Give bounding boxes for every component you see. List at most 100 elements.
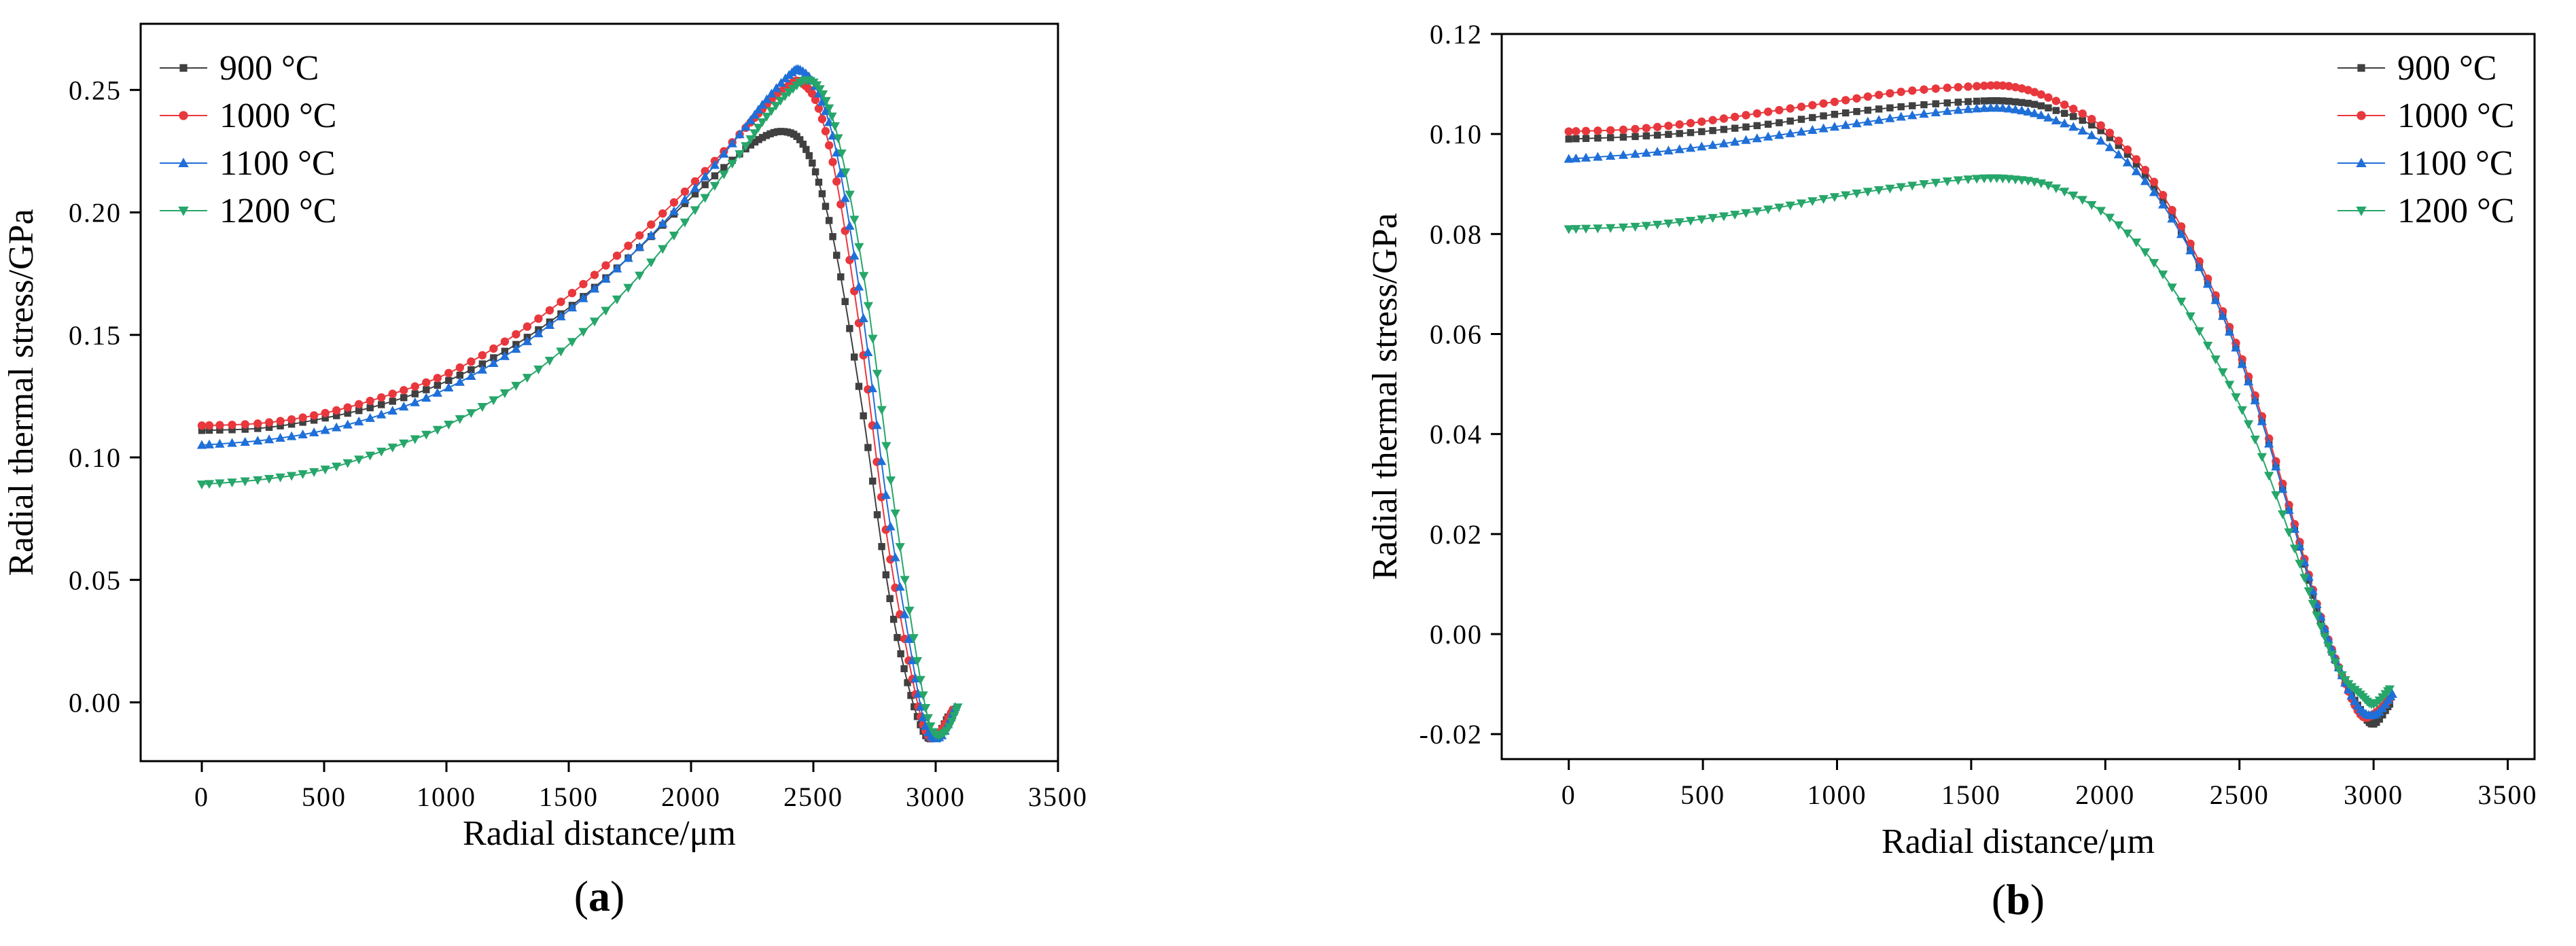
data-point-a-4-26: [477, 403, 487, 413]
x-tick-label-b-8: 3500: [2478, 779, 2538, 810]
data-point-a-1-80: [846, 325, 853, 332]
data-point-b-4-22: [1796, 199, 1807, 209]
data-point-a-2-14: [343, 403, 352, 412]
data-point-b-2-30: [1886, 89, 1894, 98]
data-point-a-1-6: [254, 425, 262, 432]
data-point-b-2-36: [1954, 83, 1962, 92]
series-line-b-3: [1568, 107, 2393, 716]
data-point-b-1-85: [2313, 606, 2321, 613]
data-point-b-1-51: [2061, 109, 2068, 117]
y-axis-label-a: Radial thermal stress/GPa: [2, 209, 41, 576]
data-point-b-1-32: [1909, 102, 1916, 109]
data-point-b-1-34: [1932, 100, 1939, 107]
data-point-a-2-22: [433, 374, 442, 383]
data-point-a-3-10: [298, 430, 308, 439]
data-point-a-3-56: [762, 94, 772, 103]
data-point-b-3-32: [1907, 110, 1918, 120]
data-point-b-3-18: [1752, 133, 1762, 143]
data-point-a-1-81: [850, 353, 858, 361]
data-point-b-1-29: [1875, 105, 1883, 113]
data-point-b-3-52: [2068, 122, 2079, 131]
data-point-a-4-58: [771, 101, 781, 111]
data-point-b-4-54: [2087, 200, 2097, 210]
data-point-b-2-56: [2105, 128, 2115, 137]
data-point-a-4-55: [757, 118, 767, 128]
data-point-b-3-17: [1741, 135, 1751, 144]
data-point-a-1-56: [762, 132, 771, 139]
data-point-a-3-93: [904, 633, 914, 643]
data-point-b-1-14: [1709, 126, 1716, 135]
data-point-a-4-8: [275, 473, 285, 483]
data-point-b-1-33: [1920, 101, 1928, 109]
data-point-b-2-59: [2132, 155, 2141, 164]
data-point-a-2-6: [253, 419, 262, 428]
data-point-b-2-48: [2036, 90, 2046, 99]
data-point-b-2-2: [1572, 127, 1581, 136]
data-point-a-1-24: [456, 371, 464, 379]
data-point-a-3-32: [544, 320, 555, 330]
y-tick-label-a-5: 0.20: [69, 198, 122, 228]
data-point-a-2-43: [669, 198, 679, 207]
data-point-b-1-5: [1606, 134, 1615, 141]
data-point-a-3-90: [890, 552, 900, 561]
data-point-b-2-3: [1581, 126, 1591, 135]
data-point-b-3-2: [1571, 153, 1581, 162]
y-tick-label-a-4: 0.15: [69, 320, 122, 351]
data-point-a-1-8: [277, 422, 284, 430]
legend-marker-b-4: [2356, 207, 2367, 217]
data-point-a-1-18: [389, 398, 396, 405]
data-point-a-3-55: [757, 99, 767, 109]
data-point-a-2-29: [512, 330, 521, 339]
data-point-a-4-98: [923, 714, 933, 723]
data-point-b-3-63: [2167, 213, 2177, 223]
panel-label-b: (b): [1992, 875, 2045, 924]
data-point-a-3-5: [240, 436, 250, 446]
data-point-b-1-54: [2088, 121, 2096, 129]
data-point-a-2-73: [817, 115, 827, 124]
data-point-a-1-92: [897, 650, 904, 658]
data-point-a-3-7: [264, 434, 275, 444]
data-point-b-3-42: [1998, 103, 2008, 112]
data-point-b-1-3: [1582, 135, 1590, 142]
data-point-a-4-81: [854, 243, 864, 252]
data-point-b-3-19: [1763, 131, 1774, 141]
data-point-b-1-38: [1973, 97, 1981, 105]
data-point-b-3-56: [2104, 142, 2115, 152]
data-point-b-2-10: [1664, 121, 1673, 130]
data-point-a-4-72: [821, 97, 831, 106]
data-point-b-1-58: [2123, 150, 2132, 158]
data-point-b-4-14: [1708, 213, 1718, 223]
data-point-a-2-72: [814, 104, 824, 113]
data-point-b-4-6: [1618, 223, 1629, 232]
data-point-b-2-19: [1763, 107, 1773, 116]
data-point-a-1-20: [411, 390, 419, 398]
data-point-b-2-47: [2030, 88, 2039, 97]
data-point-b-4-31: [1896, 183, 1906, 192]
data-point-b-4-56: [2104, 213, 2115, 223]
data-point-b-3-38: [1972, 103, 1982, 113]
data-point-a-1-27: [490, 354, 497, 362]
data-point-b-3-68: [2210, 295, 2221, 304]
data-point-b-1-48: [2037, 102, 2045, 109]
legend-a: 900 °C 1000 °C 1100 °C 1200 °C: [160, 49, 336, 230]
data-point-a-4-17: [376, 447, 387, 457]
x-axis-label-a: Radial distance/μm: [463, 814, 736, 853]
data-point-b-1-12: [1687, 128, 1695, 137]
data-point-b-2-5: [1606, 126, 1615, 135]
data-point-b-2-26: [1841, 96, 1850, 105]
data-point-a-4-92: [904, 606, 915, 616]
y-tick-label-b-3: 0.02: [1430, 519, 1483, 550]
data-point-b-2-21: [1786, 104, 1795, 113]
data-point-a-1-71: [811, 168, 819, 176]
data-point-a-3-88: [881, 490, 891, 500]
legend-marker-a-2: [179, 111, 188, 120]
x-tick-label-b-7: 3000: [2344, 779, 2403, 810]
data-point-a-2-40: [635, 231, 644, 240]
data-point-b-4-57: [2113, 221, 2124, 230]
data-point-a-1-86: [873, 511, 881, 519]
data-point-b-3-72: [2237, 359, 2247, 368]
data-point-b-4-34: [1930, 179, 1941, 188]
x-axis-label-b: Radial distance/μm: [1882, 822, 2155, 861]
data-point-b-1-43: [2005, 97, 2013, 105]
legend-label-b-4: 1200 °C: [2397, 192, 2514, 230]
